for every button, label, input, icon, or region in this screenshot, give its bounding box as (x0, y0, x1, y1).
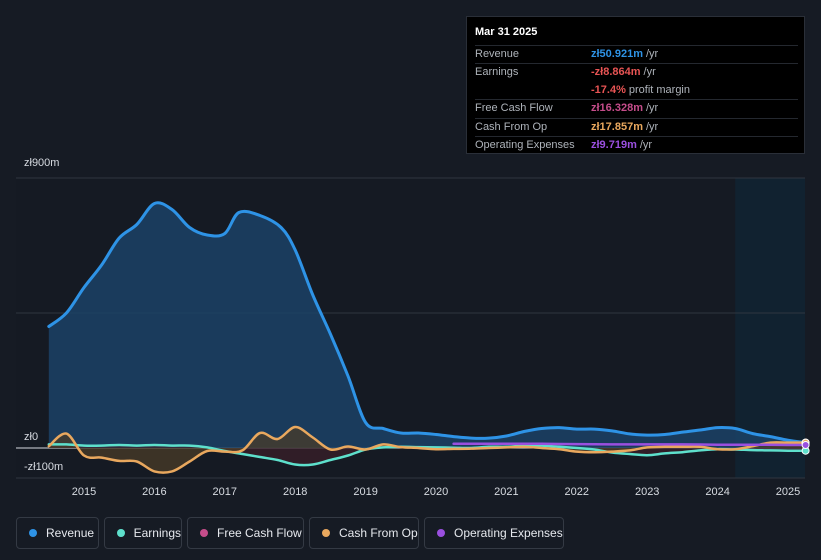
tooltip-label: Operating Expenses (475, 138, 575, 151)
tooltip-label: Free Cash Flow (475, 102, 553, 115)
tooltip-value: zł9.719m (591, 138, 637, 151)
tooltip-row: Earnings -zł8.864m/yr (475, 63, 798, 81)
tooltip-unit: /yr (639, 138, 653, 151)
tooltip-row: -17.4% profit margin (475, 82, 798, 99)
x-tick-label: 2017 (213, 486, 237, 498)
x-tick-label: 2019 (353, 486, 377, 498)
y-tick-label: zł0 (24, 431, 38, 443)
tooltip-unit: /yr (645, 48, 659, 60)
forecast-shade (735, 178, 805, 478)
y-tick-label: -zł100m (24, 461, 63, 473)
revenue-area (48, 202, 806, 448)
tooltip-value: zł17.857m (591, 120, 643, 133)
x-tick-label: 2024 (705, 486, 729, 498)
tooltip-row: Cash From Op zł17.857m/yr (475, 117, 798, 136)
legend-label: Operating Expenses (454, 526, 563, 540)
cash-from-op-line (47, 425, 807, 474)
legend-label: Free Cash Flow (217, 526, 302, 540)
tooltip-rows: Revenue zł50.921m/yr Earnings -zł8.864m/yr -… (475, 45, 798, 154)
series-end-markers (801, 438, 810, 455)
tooltip-label: Revenue (475, 48, 520, 60)
legend-dot-icon (200, 529, 208, 537)
revenue-line (47, 201, 808, 445)
tooltip-row: Operating Expenses zł9.719m/yr (475, 135, 798, 154)
tooltip-unit: /yr (645, 102, 659, 115)
x-tick-label: 2023 (635, 486, 659, 498)
tooltip-row: Free Cash Flow zł16.328m/yr (475, 99, 798, 117)
tooltip-label: Earnings (475, 66, 519, 79)
earnings-line (47, 443, 807, 467)
x-tick-label: 2016 (142, 486, 166, 498)
x-tick-label: 2025 (776, 486, 800, 498)
y-axis-labels: zł900m zł0 -zł100m (24, 157, 63, 473)
cash-from-op-area (48, 426, 806, 473)
legend-dot-icon (322, 529, 330, 537)
legend-dot-icon (29, 529, 37, 537)
legend-item-earnings[interactable]: Earnings (104, 517, 182, 549)
tooltip-value: zł50.921m (591, 48, 643, 60)
x-tick-label: 2015 (72, 486, 96, 498)
legend-label: Revenue (46, 526, 95, 540)
legend-dot-icon (437, 529, 445, 537)
legend-item-free-cash-flow[interactable]: Free Cash Flow (187, 517, 304, 549)
operating-expenses-end-marker (801, 441, 810, 449)
series-lines (47, 201, 808, 474)
y-tick-label: zł900m (24, 157, 59, 169)
legend-dot-icon (117, 529, 125, 537)
x-axis-labels: 2015 2016 2017 2018 2019 2020 2021 2022 2023 2024… (72, 486, 800, 498)
legend-item-revenue[interactable]: Revenue (16, 517, 99, 549)
legend-label: Earnings (133, 526, 181, 540)
tooltip-value: zł16.328m (591, 102, 643, 115)
tooltip-value: -zł8.864m (591, 66, 641, 79)
x-tick-label: 2021 (494, 486, 518, 498)
tooltip-label: Cash From Op (475, 120, 548, 133)
x-tick-label: 2018 (283, 486, 307, 498)
x-tick-label: 2020 (424, 486, 448, 498)
tooltip-unit: /yr (645, 120, 659, 133)
tooltip-date: Mar 31 2025 (475, 26, 538, 38)
data-tooltip: Mar 31 2025 Revenue zł50.921m/yr Earnings -… (466, 16, 805, 154)
tooltip-unit: /yr (643, 66, 656, 79)
legend-label: Cash From Op (339, 526, 418, 540)
x-tick-label: 2022 (565, 486, 589, 498)
legend-item-cash-from-op[interactable]: Cash From Op (309, 517, 419, 549)
tooltip-value: -17.4% (591, 83, 626, 96)
operating-expenses-line (452, 442, 807, 447)
tooltip-row: Revenue zł50.921m/yr (475, 45, 798, 63)
tooltip-label (475, 82, 591, 99)
legend-item-operating-expenses[interactable]: Operating Expenses (424, 517, 564, 549)
tooltip-unit: profit margin (628, 83, 690, 96)
